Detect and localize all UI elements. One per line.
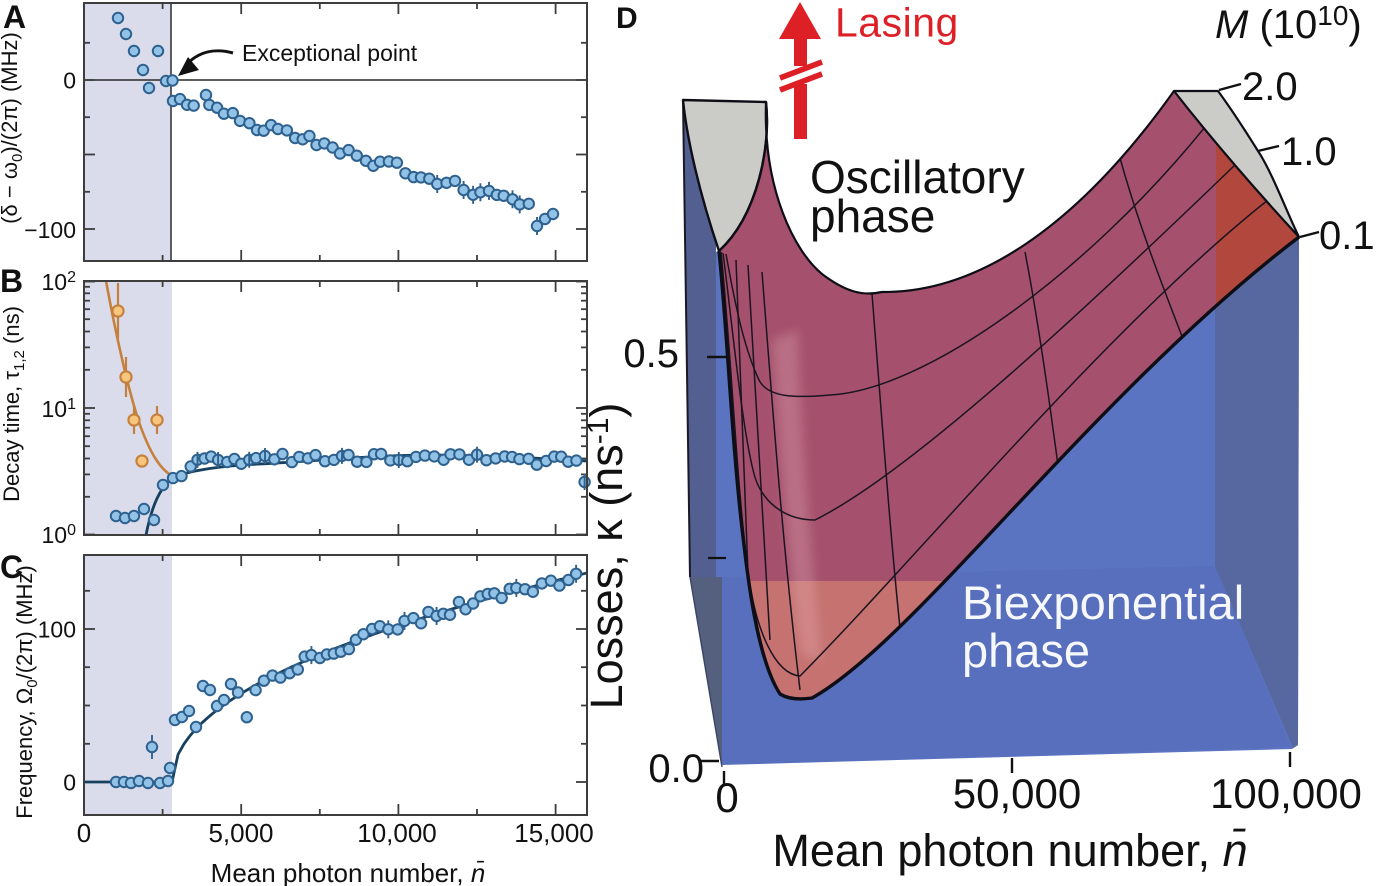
svg-text:15,000: 15,000: [514, 818, 594, 848]
svg-text:0: 0: [63, 68, 76, 94]
svg-text:Lasing: Lasing: [835, 0, 959, 46]
svg-text:D: D: [616, 2, 638, 35]
svg-text:Mean photon number, n̄: Mean photon number, n̄: [211, 858, 486, 886]
svg-text:0: 0: [715, 774, 738, 821]
svg-text:100,000: 100,000: [1210, 770, 1362, 817]
svg-text:Exceptional point: Exceptional point: [242, 40, 418, 66]
svg-text:50,000: 50,000: [953, 770, 1081, 817]
svg-text:Mean photon number, n̄: Mean photon number, n̄: [772, 825, 1247, 876]
svg-text:Decay time, τ1,2 (ns): Decay time, τ1,2 (ns): [0, 306, 28, 502]
svg-text:Oscillatory: Oscillatory: [810, 151, 1025, 203]
svg-text:C: C: [0, 549, 23, 585]
svg-text:0.5: 0.5: [623, 332, 679, 376]
svg-text:100: 100: [38, 617, 76, 643]
svg-text:0: 0: [77, 818, 91, 848]
svg-text:(δ − ω0)/(2π) (MHz): (δ − ω0)/(2π) (MHz): [0, 32, 26, 224]
svg-text:Losses, κ (ns-1): Losses, κ (ns-1): [581, 403, 632, 710]
svg-text:5,000: 5,000: [208, 818, 273, 848]
svg-text:−100: −100: [24, 217, 76, 243]
svg-text:0: 0: [63, 770, 76, 796]
svg-text:Frequency, Ω0/(2π) (MHz): Frequency, Ω0/(2π) (MHz): [12, 565, 41, 819]
svg-text:1.0: 1.0: [1281, 130, 1337, 174]
svg-text:B: B: [0, 263, 23, 299]
svg-text:A: A: [3, 0, 26, 35]
svg-text:10,000: 10,000: [357, 818, 437, 848]
svg-text:Biexponential: Biexponential: [962, 576, 1244, 629]
svg-text:0.1: 0.1: [1319, 214, 1375, 258]
svg-text:0.0: 0.0: [648, 747, 704, 791]
svg-text:phase: phase: [962, 624, 1090, 677]
svg-text:phase: phase: [810, 190, 935, 242]
svg-text:2.0: 2.0: [1242, 65, 1298, 109]
